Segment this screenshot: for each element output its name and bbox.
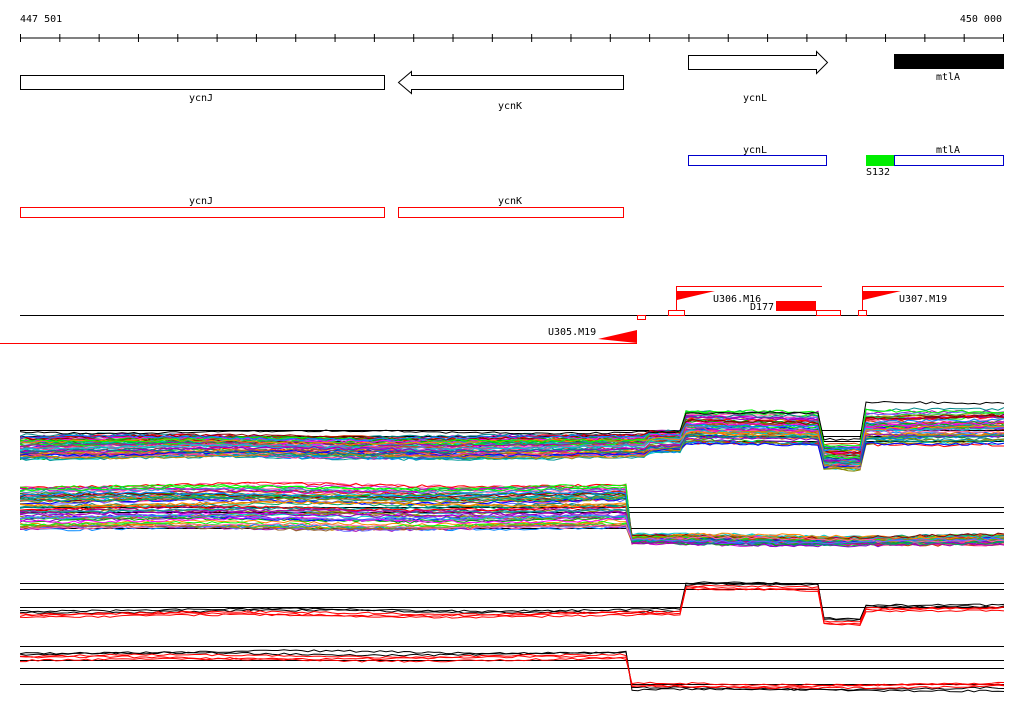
feature-track: U305.M19 U306.M16 D177 U307.M19 — [0, 286, 1004, 344]
gene-ycnL[interactable] — [688, 50, 829, 75]
expression-line — [20, 587, 1004, 626]
coord-start: 447 501 — [20, 14, 62, 25]
expression-panel-reverse-summary — [20, 646, 1004, 693]
expression-panel-forward — [20, 400, 1004, 472]
u307-label: U307.M19 — [899, 294, 947, 305]
expression-panel-forward-summary — [20, 581, 1004, 626]
d177-box[interactable] — [776, 301, 816, 311]
expression-line — [20, 496, 1004, 543]
expression-line — [20, 418, 1004, 452]
u305-label: U305.M19 — [548, 327, 596, 338]
expression-line — [20, 400, 1004, 441]
blue-mtlA-box[interactable] — [894, 155, 1004, 166]
red-ycnJ-box[interactable] — [20, 207, 385, 218]
expression-line — [20, 653, 1004, 690]
expression-line — [20, 584, 1004, 623]
gene-ycnK-label: ycnK — [498, 101, 522, 112]
expression-line — [20, 581, 1004, 620]
d177-label: D177 — [750, 302, 774, 313]
blue-track: ycnL mtlA S132 — [688, 145, 1004, 178]
gene-mtlA-label: mtlA — [936, 72, 960, 83]
expression-line — [20, 408, 1004, 447]
blue-ycnL-label: ycnL — [743, 145, 767, 156]
s132-label: S132 — [866, 167, 890, 178]
expression-panel-reverse — [20, 481, 1004, 548]
expression-line — [20, 651, 1004, 691]
expression-line — [20, 657, 1004, 687]
ruler-ticks — [20, 34, 1004, 42]
expression-line — [20, 423, 1004, 450]
expression-line — [20, 494, 1004, 546]
expression-line — [20, 510, 1004, 548]
red-ycnJ-label: ycnJ — [189, 196, 213, 207]
expression-line — [20, 420, 1004, 468]
expression-line — [20, 426, 1004, 465]
expression-line — [20, 426, 1004, 464]
gene-mtlA[interactable] — [894, 54, 1004, 69]
expression-line — [20, 420, 1004, 459]
blue-ycnL-box[interactable] — [688, 155, 827, 166]
expression-line — [20, 513, 1004, 545]
expression-line — [20, 522, 1004, 543]
s132-box[interactable] — [866, 155, 895, 166]
expression-line — [20, 410, 1004, 458]
expression-line — [20, 442, 1004, 469]
feature-small-box-3 — [816, 310, 841, 316]
expression-line — [20, 508, 1004, 547]
red-ycnK-box[interactable] — [398, 207, 624, 218]
gene-ycnK[interactable] — [397, 70, 624, 95]
u306-flag[interactable] — [677, 291, 715, 300]
feature-small-box-1 — [637, 315, 646, 320]
expression-line — [20, 483, 1004, 547]
u307-flag[interactable] — [863, 291, 901, 300]
gene-track: ycnJ ycnK ycnL mtlA — [20, 50, 1004, 112]
u306-label: U306.M16 — [713, 294, 761, 305]
coord-end: 450 000 — [960, 14, 1002, 25]
expression-line — [20, 500, 1004, 540]
red-track: ycnJ ycnK — [20, 196, 624, 218]
expression-line — [20, 430, 1004, 469]
blue-mtlA-label: mtlA — [936, 145, 960, 156]
gene-ycnJ-label: ycnJ — [189, 93, 213, 104]
expression-line — [20, 418, 1004, 462]
expression-line — [20, 586, 1004, 625]
feature-small-box-2 — [668, 310, 685, 316]
red-ycnK-label: ycnK — [498, 196, 522, 207]
expression-line — [20, 655, 1004, 688]
gene-ycnL-label: ycnL — [743, 93, 767, 104]
expression-line — [20, 484, 1004, 543]
feature-small-box-4 — [858, 310, 867, 316]
expression-line — [20, 433, 1004, 464]
u305-flag[interactable] — [598, 330, 637, 343]
gene-ycnJ[interactable] — [20, 75, 385, 90]
